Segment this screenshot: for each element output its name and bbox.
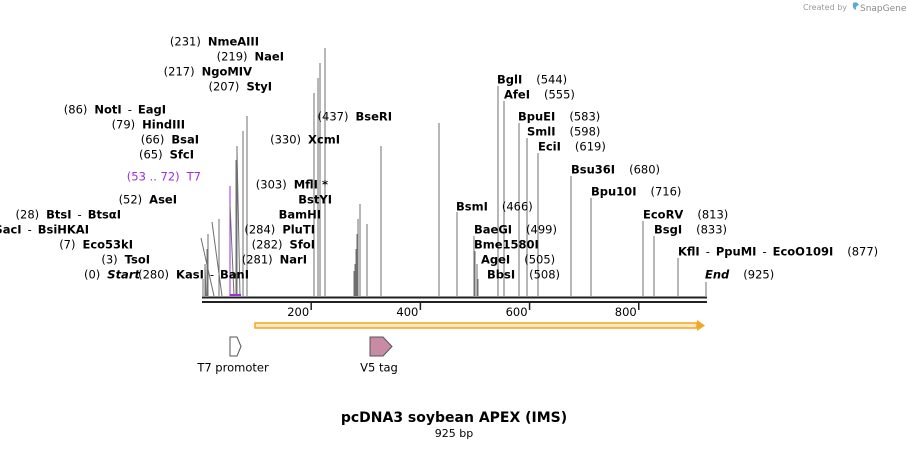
sequence-length: 925 bp xyxy=(435,427,473,440)
site-label-styi[interactable]: (207) StyI xyxy=(209,80,273,94)
site-leader-lines xyxy=(200,48,707,297)
site-label-nari[interactable]: (281) NarI xyxy=(242,253,307,267)
site-label-xcmi[interactable]: (330) XcmI xyxy=(270,133,340,147)
ruler-tick-label: 200 xyxy=(287,305,309,319)
ruler-tick-label: 400 xyxy=(396,305,418,319)
ruler-tick-label: 600 xyxy=(506,305,528,319)
site-label-eco53ki[interactable]: (7) Eco53kI xyxy=(59,238,133,252)
site-label-bseri[interactable]: (437) BseRI xyxy=(318,110,392,124)
site-label-bstyi[interactable]: BstYI xyxy=(298,193,332,207)
v5-tag-label: V5 tag xyxy=(360,361,398,375)
site-label-bsu36i[interactable]: Bsu36I (680) xyxy=(571,163,660,177)
site-label-pluti[interactable]: (284) PluTI xyxy=(244,223,315,237)
site-label-bpuei[interactable]: BpuEI (583) xyxy=(518,110,600,124)
site-label-t7[interactable]: (53 .. 72) T7 xyxy=(127,170,201,184)
site-label-noti[interactable]: (86) NotI - EagI xyxy=(64,103,166,117)
site-label-saci[interactable]: (9)SacI-BsiHKAI xyxy=(0,223,89,237)
site-label-ngomiv[interactable]: (217) NgoMIV xyxy=(164,65,252,79)
map-title: pcDNA3 soybean APEX (IMS) xyxy=(341,410,567,426)
site-label-hindiii[interactable]: (79) HindIII xyxy=(112,118,185,132)
site-label-ecii[interactable]: EciI (619) xyxy=(538,140,606,154)
site-label-agei[interactable]: AgeI (505) xyxy=(481,253,555,267)
site-leader-line xyxy=(236,151,241,297)
site-label-bsai[interactable]: (66) BsaI xyxy=(141,133,199,147)
site-leader-line xyxy=(211,221,223,297)
site-label-baegi[interactable]: BaeGI (499) xyxy=(474,223,557,237)
site-label-bgli[interactable]: BglI (544) xyxy=(497,73,567,87)
t7-promoter-label: T7 promoter xyxy=(196,361,269,375)
site-label-smli[interactable]: SmlI (598) xyxy=(527,125,600,139)
snapgene-text: SnapGene xyxy=(860,4,907,14)
t7-promoter-feature[interactable] xyxy=(229,336,242,357)
site-label-kfli[interactable]: KflI - PpuMI - EcoO109I (877) xyxy=(678,245,878,259)
snapgene-branding: Created by SnapGene xyxy=(803,2,907,14)
site-label-asei[interactable]: (52) AseI xyxy=(119,193,177,207)
site-label-bpu10i[interactable]: Bpu10I (716) xyxy=(591,185,681,199)
snapgene-logo-icon xyxy=(852,2,859,11)
site-leader-line xyxy=(229,203,235,297)
sequence-backbone xyxy=(202,296,707,303)
restriction-site-labels: (0)Start(3)TsoI(7)Eco53kI(9)SacI-BsiHKAI… xyxy=(0,35,878,282)
site-label-kasi[interactable]: (280) KasI - BanI xyxy=(138,268,249,282)
site-label-start[interactable]: (0) Start xyxy=(84,268,141,282)
site-label-bbsi[interactable]: BbsI (508) xyxy=(487,268,560,282)
site-leader-line xyxy=(204,265,207,297)
site-label-afei[interactable]: AfeI (555) xyxy=(504,88,575,102)
site-label-bsmi[interactable]: BsmI (466) xyxy=(456,200,533,214)
orf-arrow[interactable] xyxy=(254,320,705,331)
ruler-tick-label: 800 xyxy=(615,305,637,319)
v5-tag-feature[interactable] xyxy=(369,336,393,357)
site-label-bsgi[interactable]: BsgI (833) xyxy=(654,223,727,237)
site-label-sfoi[interactable]: (282) SfoI xyxy=(252,238,315,252)
site-label-tsoi[interactable]: (3) TsoI xyxy=(101,253,150,267)
site-label-naei[interactable]: (219) NaeI xyxy=(217,50,284,64)
site-label-bme1580i[interactable]: Bme1580I xyxy=(474,238,539,252)
site-label-btsi[interactable]: (28) BtsI - BtsαI xyxy=(16,208,121,222)
ruler-ticks: 200 400 600 800 xyxy=(287,303,640,319)
site-label-mfli[interactable]: (303) MflI * xyxy=(256,178,328,192)
site-label-ecorv[interactable]: EcoRV (813) xyxy=(643,208,728,222)
site-label-bamhi[interactable]: BamHI xyxy=(279,208,321,222)
created-by-text: Created by xyxy=(803,3,847,12)
site-label-sfci[interactable]: (65) SfcI xyxy=(139,148,194,162)
site-label-end[interactable]: End (925) xyxy=(705,268,774,282)
site-leader-line xyxy=(200,237,215,297)
site-label-nmeaiii[interactable]: (231) NmeAIII xyxy=(170,35,259,49)
